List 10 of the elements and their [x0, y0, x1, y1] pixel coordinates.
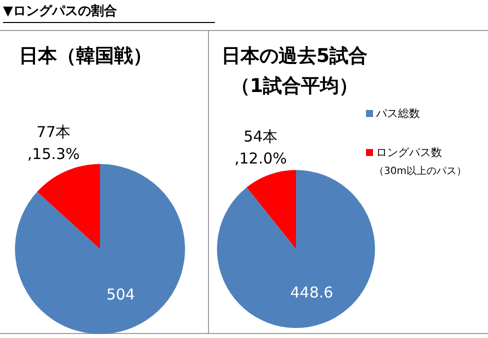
- chart-title: 日本（韓国戦）: [18, 44, 153, 69]
- data-label: 504: [106, 286, 135, 304]
- chart-title: 日本の過去5試合（1試合平均）: [220, 44, 369, 99]
- text: ▼ロングパスの割合: [3, 2, 215, 23]
- data-label: 54本 ,12.0%: [234, 127, 287, 168]
- data-label: 77本 ,15.3%: [27, 122, 80, 163]
- text: （30m以上のパス）: [374, 164, 466, 178]
- data-label: 448.6: [290, 284, 334, 302]
- legend-label: ロングパス数: [376, 145, 442, 160]
- legend-label: パス総数: [376, 106, 420, 121]
